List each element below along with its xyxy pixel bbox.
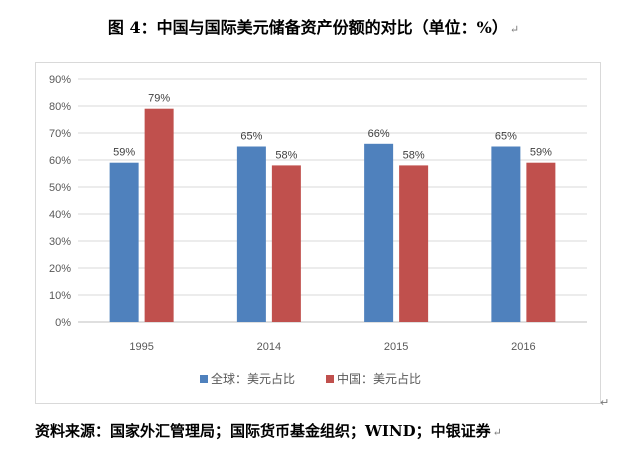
y-tick-label: 70% (49, 128, 71, 140)
y-tick-label: 90% (49, 74, 71, 86)
y-tick-label: 60% (49, 155, 71, 167)
bar (109, 162, 139, 322)
paragraph-mark-icon: ↵ (600, 396, 610, 409)
bars (109, 108, 556, 322)
x-tick-label: 2015 (384, 341, 408, 353)
chart-area: 0% 10% 20% 30% 40% 50% 60% 70% 80% 90% 59% 79% 65% 5… (35, 62, 601, 404)
bar (364, 143, 394, 322)
legend-label: 全球：美元占比 (211, 371, 295, 386)
bar (236, 146, 266, 322)
x-tick-label: 1995 (129, 341, 153, 353)
data-label: 59% (113, 147, 135, 159)
legend-swatch (326, 375, 334, 383)
data-label: 58% (275, 149, 297, 161)
data-label: 65% (240, 131, 262, 143)
data-labels: 59% 79% 65% 58% 66% 58% 65% 59% (113, 93, 552, 162)
y-tick-label: 0% (55, 317, 71, 329)
bar (491, 146, 521, 322)
paragraph-mark-icon: ↵ (492, 426, 502, 439)
bar-chart: 0%10%20%30%40%50%60%70%80%90% 59%79%65%5… (49, 74, 587, 386)
paragraph-mark-icon: ↵ (509, 23, 520, 36)
source-text: 资料来源：国家外汇管理局；国际货币基金组织；WIND；中银证券 (35, 422, 491, 440)
x-tick-label: 2016 (511, 341, 535, 353)
data-label: 65% (495, 131, 517, 143)
y-tick-label: 20% (49, 263, 71, 275)
y-axis-ticks: 0% 10% 20% 30% 40% 50% 60% 70% 80% 90% (49, 74, 71, 329)
y-tick-label: 80% (49, 101, 71, 113)
chart-title-text: 图 4：中国与国际美元储备资产份额的对比（单位：%） (107, 18, 508, 37)
bar (271, 165, 301, 322)
data-label: 59% (530, 147, 552, 159)
legend: 全球：美元占比 中国：美元占比 (200, 371, 421, 386)
data-label: 66% (368, 128, 390, 140)
legend-label: 中国：美元占比 (337, 371, 421, 386)
chart-title: 图 4：中国与国际美元储备资产份额的对比（单位：%） ↵ (0, 14, 627, 38)
x-tick-label: 2014 (257, 341, 281, 353)
data-label: 58% (403, 149, 425, 161)
bar (144, 108, 174, 322)
source-note: 资料来源：国家外汇管理局；国际货币基金组织；WIND；中银证券 ↵ (35, 420, 502, 441)
legend-swatch (200, 375, 208, 383)
bar (526, 162, 556, 322)
y-tick-label: 10% (49, 290, 71, 302)
y-tick-label: 30% (49, 236, 71, 248)
y-tick-label: 40% (49, 209, 71, 221)
data-label: 79% (148, 93, 170, 105)
bar (399, 165, 429, 322)
x-axis-ticks: 1995 2014 2015 2016 (129, 341, 535, 353)
y-tick-label: 50% (49, 182, 71, 194)
